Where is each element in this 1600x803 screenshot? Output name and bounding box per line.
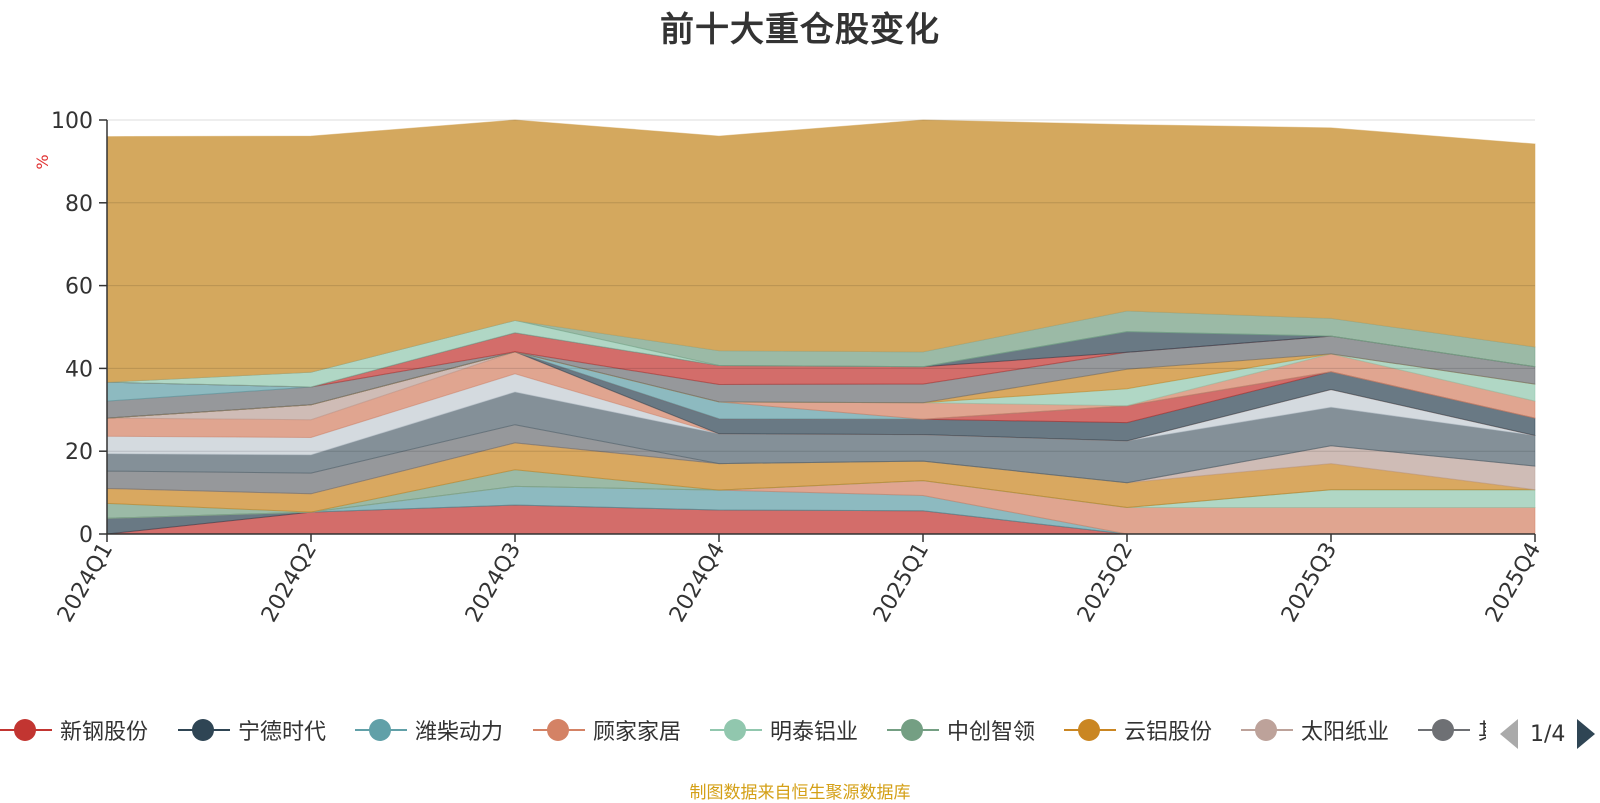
- legend-swatch-icon: [1064, 716, 1116, 744]
- legend-label: 云铝股份: [1124, 720, 1213, 745]
- x-tick-label: 2025Q1: [869, 539, 934, 627]
- area-series-group: [106, 119, 1536, 535]
- chart-title: 前十大重仓股变化: [660, 10, 940, 50]
- stacked-area-chart: 0 20 40 60 80 100 2024Q1 2024Q2 2024Q3 2024Q4 2025…: [33, 109, 1546, 627]
- area-series-26: [106, 119, 1536, 383]
- y-axis-unit-label: %: [33, 154, 52, 169]
- legend-label: 新钢股份: [60, 720, 149, 745]
- legend-swatch-icon: [1418, 716, 1470, 744]
- legend-page-indicator: 1/4: [1530, 721, 1566, 747]
- legend-swatch-icon: [1241, 716, 1293, 744]
- x-tick-label: 2024Q1: [53, 539, 118, 627]
- y-tick-label: 20: [65, 440, 93, 465]
- legend-item[interactable]: 其: [1418, 712, 1486, 748]
- legend-prev-page-icon[interactable]: [1500, 719, 1518, 749]
- legend-item[interactable]: 太阳纸业: [1241, 712, 1389, 748]
- y-tick-label: 60: [65, 275, 93, 300]
- legend-swatch-icon: [355, 716, 407, 744]
- legend-item[interactable]: 顾家家居: [533, 712, 681, 748]
- legend-next-page-icon[interactable]: [1577, 719, 1596, 749]
- x-tick-label: 2024Q2: [257, 539, 322, 627]
- legend-swatch-icon: [887, 716, 939, 744]
- y-tick-label: 80: [65, 192, 93, 217]
- legend-item[interactable]: 云铝股份: [1064, 712, 1212, 748]
- legend-item[interactable]: 明泰铝业: [710, 712, 858, 748]
- y-tick-label: 100: [51, 109, 93, 134]
- x-tick-label: 2024Q3: [461, 539, 526, 627]
- legend-item[interactable]: 潍柴动力: [355, 712, 503, 748]
- legend-item[interactable]: 新钢股份: [0, 712, 148, 748]
- data-source-note: 制图数据来自恒生聚源数据库: [689, 783, 911, 803]
- legend-swatch-icon: [710, 716, 762, 744]
- legend-label: 宁德时代: [238, 720, 327, 745]
- legend-label: 潍柴动力: [415, 720, 504, 745]
- legend-label: 顾家家居: [593, 720, 682, 745]
- chart-legend: 新钢股份 宁德时代 潍柴动力 顾家家居 明泰铝业 中创智领 云铝股份 太阳纸业 其: [0, 712, 1486, 748]
- legend-label: 明泰铝业: [770, 720, 859, 745]
- x-tick-label: 2024Q4: [665, 539, 730, 627]
- legend-label: 中创智领: [947, 720, 1036, 745]
- legend-label: 太阳纸业: [1301, 720, 1390, 745]
- legend-swatch-icon: [0, 716, 52, 744]
- legend-swatch-icon: [533, 716, 585, 744]
- grid-lines: [107, 119, 1535, 452]
- x-tick-label: 2025Q3: [1277, 539, 1342, 627]
- legend-label: 其: [1478, 714, 1486, 746]
- x-tick-label: 2025Q4: [1481, 539, 1546, 627]
- legend-item[interactable]: 中创智领: [887, 712, 1035, 748]
- y-tick-label: 40: [65, 357, 93, 382]
- legend-swatch-icon: [178, 716, 230, 744]
- x-tick-label: 2025Q2: [1073, 539, 1138, 627]
- y-tick-label: 0: [79, 523, 93, 548]
- legend-pager: 1/4: [1500, 716, 1596, 752]
- legend-item[interactable]: 宁德时代: [178, 712, 326, 748]
